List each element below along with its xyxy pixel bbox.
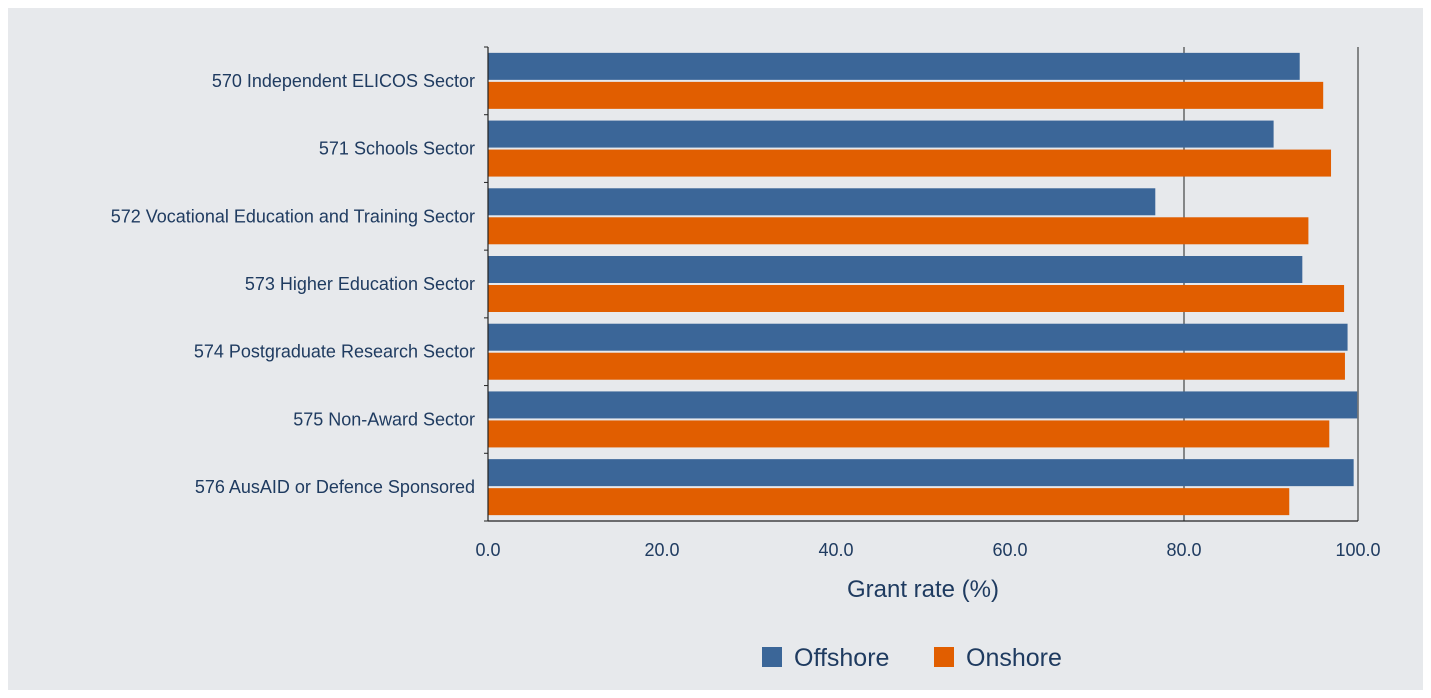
category-label: 570 Independent ELICOS Sector — [212, 71, 475, 91]
x-tick-label: 80.0 — [1166, 540, 1201, 560]
category-label: 576 AusAID or Defence Sponsored — [195, 477, 475, 497]
legend-label-onshore: Onshore — [966, 644, 1062, 672]
axes-group — [484, 46, 1358, 522]
bar-offshore-7 — [488, 459, 1354, 487]
bar-onshore-6 — [488, 420, 1330, 448]
bar-offshore-5 — [488, 323, 1348, 351]
category-labels: 570 Independent ELICOS Sector 571 Schools… — [111, 71, 475, 497]
bar-onshore-2 — [488, 149, 1332, 177]
bar-offshore-2 — [488, 120, 1274, 148]
bar-offshore-4 — [488, 256, 1303, 283]
legend: Offshore Onshore — [762, 644, 1062, 672]
legend-swatch-onshore — [934, 647, 954, 667]
category-label: 573 Higher Education Sector — [245, 274, 475, 294]
bar-onshore-5 — [488, 352, 1345, 380]
bar-offshore-6 — [488, 391, 1358, 419]
category-label: 574 Postgraduate Research Sector — [194, 342, 475, 362]
category-label: 575 Non-Award Sector — [293, 409, 475, 429]
x-tick-label: 60.0 — [992, 540, 1027, 560]
gridlines — [1183, 47, 1359, 521]
x-tick-labels: 0.0 20.0 40.0 60.0 80.0 100.0 — [475, 540, 1380, 560]
bar-offshore-1 — [488, 52, 1300, 80]
bar-onshore-4 — [488, 285, 1345, 312]
legend-label-offshore: Offshore — [794, 644, 889, 672]
x-tick-label: 100.0 — [1335, 540, 1380, 560]
x-tick-label: 20.0 — [644, 540, 679, 560]
x-tick-label: 40.0 — [818, 540, 853, 560]
x-tick-label: 0.0 — [475, 540, 500, 560]
bar-onshore-1 — [488, 81, 1324, 109]
category-label: 572 Vocational Education and Training Se… — [111, 206, 475, 226]
legend-swatch-offshore — [762, 647, 782, 667]
bar-onshore-7 — [488, 488, 1290, 516]
bars-group — [488, 52, 1358, 516]
bar-offshore-3 — [488, 188, 1156, 216]
x-axis-title: Grant rate (%) — [847, 576, 999, 603]
category-label: 571 Schools Sector — [319, 139, 475, 159]
bar-onshore-3 — [488, 217, 1309, 245]
